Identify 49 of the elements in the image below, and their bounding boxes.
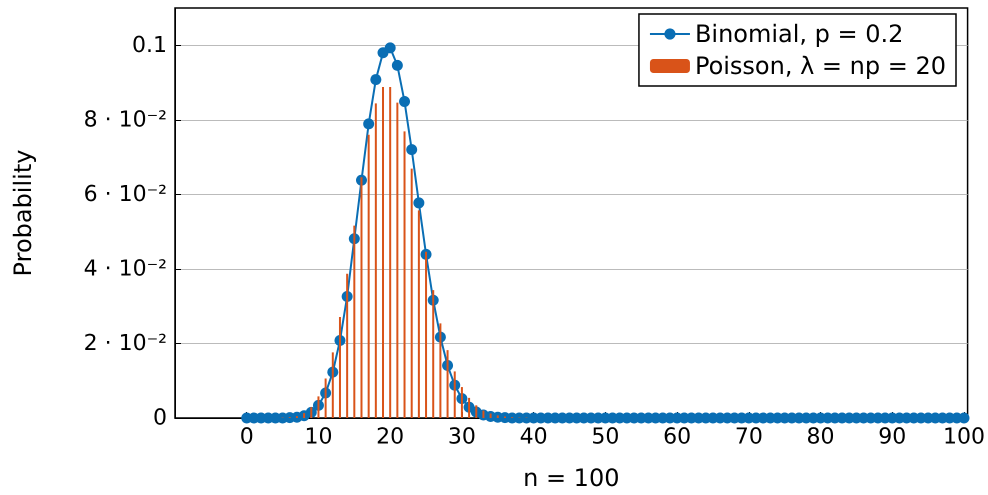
bar — [454, 371, 456, 418]
bar — [338, 316, 341, 418]
bar — [382, 87, 384, 418]
bar — [303, 413, 306, 418]
bar — [418, 210, 420, 418]
bar — [389, 87, 392, 418]
bar — [346, 274, 348, 418]
bar — [310, 407, 312, 418]
x-tick-label: 100 — [943, 424, 986, 450]
bar — [460, 387, 463, 418]
legend-label: Binomial, p = 0.2 — [694, 20, 904, 48]
x-tick-label: 50 — [591, 424, 620, 450]
y-tick-label: 0 — [153, 406, 167, 430]
x-tick-label: 10 — [304, 424, 332, 450]
bar — [404, 131, 406, 418]
bar — [410, 168, 413, 418]
bar — [439, 323, 442, 418]
bar — [475, 405, 478, 418]
x-tick-label: 60 — [663, 424, 692, 450]
bar — [432, 290, 434, 418]
y-tick-label: 0.1 — [132, 32, 167, 58]
bar — [353, 226, 356, 418]
x-tick-label: 0 — [240, 424, 254, 450]
bar — [368, 134, 370, 418]
bar — [425, 252, 428, 418]
bar — [446, 350, 449, 418]
bar — [396, 102, 398, 418]
x-axis-title: n = 100 — [523, 464, 620, 492]
legend-label: Poisson, λ = np = 20 — [694, 52, 946, 80]
x-tick-label: 90 — [878, 424, 906, 450]
bar — [332, 352, 334, 418]
bar — [482, 410, 484, 418]
bar — [496, 415, 499, 418]
x-tick-label: 80 — [806, 424, 835, 450]
x-tick-label: 40 — [520, 424, 548, 450]
bar — [490, 414, 492, 418]
y-tick-label: 6 · 10⁻² — [84, 182, 167, 207]
y-tick-label: 8 · 10⁻² — [84, 107, 167, 132]
y-axis-title: Probability — [9, 150, 37, 276]
bar — [468, 398, 470, 418]
bar — [374, 103, 377, 418]
bar — [360, 177, 362, 418]
bar — [317, 396, 320, 418]
x-tick-label: 30 — [448, 424, 476, 450]
x-tick-label: 70 — [734, 424, 763, 450]
y-tick-label: 4 · 10⁻² — [84, 256, 167, 282]
bar — [324, 378, 327, 418]
y-tick-label: 2 · 10⁻² — [84, 330, 167, 356]
x-tick-label: 20 — [376, 424, 404, 450]
